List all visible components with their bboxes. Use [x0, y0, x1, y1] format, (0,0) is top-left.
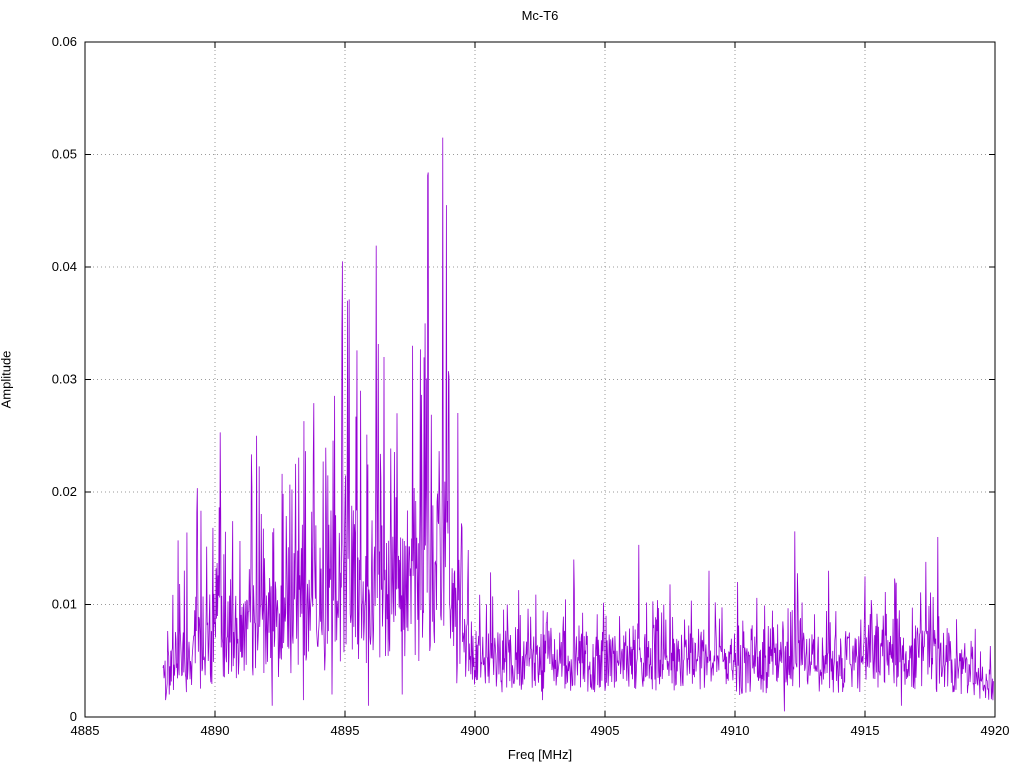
- x-tick-label: 4920: [981, 723, 1010, 738]
- x-tick-label: 4895: [331, 723, 360, 738]
- y-tick-label: 0.04: [52, 259, 77, 274]
- y-tick-label: 0: [70, 709, 77, 724]
- y-tick-label: 0.01: [52, 597, 77, 612]
- y-tick-label: 0.02: [52, 484, 77, 499]
- y-tick-label: 0.05: [52, 147, 77, 162]
- x-tick-label: 4915: [851, 723, 880, 738]
- y-tick-label: 0.06: [52, 34, 77, 49]
- chart-title: Mc-T6: [521, 8, 559, 23]
- x-tick-label: 4885: [71, 723, 100, 738]
- y-tick-label: 0.03: [52, 372, 77, 387]
- data-series-line: [162, 137, 994, 712]
- x-tick-label: 4905: [591, 723, 620, 738]
- x-axis-label: Freq [MHz]: [507, 747, 573, 762]
- x-tick-label: 4900: [461, 723, 490, 738]
- x-tick-label: 4910: [721, 723, 750, 738]
- x-tick-label: 4890: [201, 723, 230, 738]
